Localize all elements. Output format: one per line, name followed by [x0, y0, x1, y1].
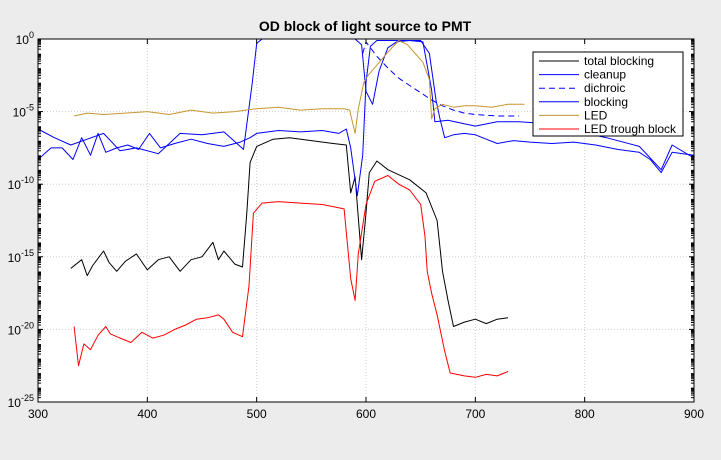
legend-label: LED trough block — [584, 122, 677, 136]
legend-label: total blocking — [584, 54, 654, 68]
legend-label: dichroic — [584, 81, 625, 95]
series-line-dichroic — [362, 41, 520, 117]
y-tick-label: 10-20 — [8, 320, 34, 337]
y-tick-base: 10 — [16, 33, 30, 47]
y-tick-label: 10-15 — [8, 248, 34, 265]
y-tick-exponent: -10 — [21, 175, 34, 185]
y-tick-label: 10-5 — [13, 103, 34, 120]
y-tick-base: 10 — [8, 323, 22, 337]
x-tick-label: 300 — [28, 407, 48, 421]
x-tick-labels: 300 400 500 600 700 800 900 — [28, 407, 704, 421]
series-line-led-trough-block — [73, 175, 509, 378]
axis-ticks — [37, 38, 695, 403]
x-tick-label: 800 — [575, 407, 595, 421]
legend-box — [532, 51, 684, 137]
y-tick-base: 10 — [8, 251, 22, 265]
legend-label: blocking — [584, 95, 628, 109]
y-tick-label: 10-25 — [8, 393, 34, 410]
y-tick-base: 10 — [8, 396, 22, 410]
y-tick-exponent: -25 — [21, 393, 34, 403]
series-line-led — [73, 40, 525, 134]
y-tick-exponent: 0 — [29, 30, 34, 40]
y-tick-exponent: -20 — [21, 320, 34, 330]
x-tick-label: 400 — [137, 407, 157, 421]
y-tick-base: 10 — [13, 106, 27, 120]
y-tick-exponent: -5 — [26, 103, 34, 113]
chart-title: OD block of light source to PMT — [259, 18, 472, 34]
legend: total blockingcleanupdichroicblockingLED… — [532, 51, 684, 137]
legend-label: LED — [584, 108, 608, 122]
y-tick-label: 100 — [16, 30, 34, 47]
y-tick-base: 10 — [8, 178, 22, 192]
series-line-total-blocking — [70, 137, 509, 327]
legend-label: cleanup — [584, 68, 626, 82]
x-tick-label: 500 — [247, 407, 267, 421]
x-tick-label: 600 — [356, 407, 376, 421]
y-tick-label: 10-10 — [8, 175, 34, 192]
x-tick-label: 700 — [465, 407, 485, 421]
y-tick-exponent: -15 — [21, 248, 34, 258]
x-tick-label: 900 — [684, 407, 704, 421]
series-line-blocking — [38, 40, 694, 197]
